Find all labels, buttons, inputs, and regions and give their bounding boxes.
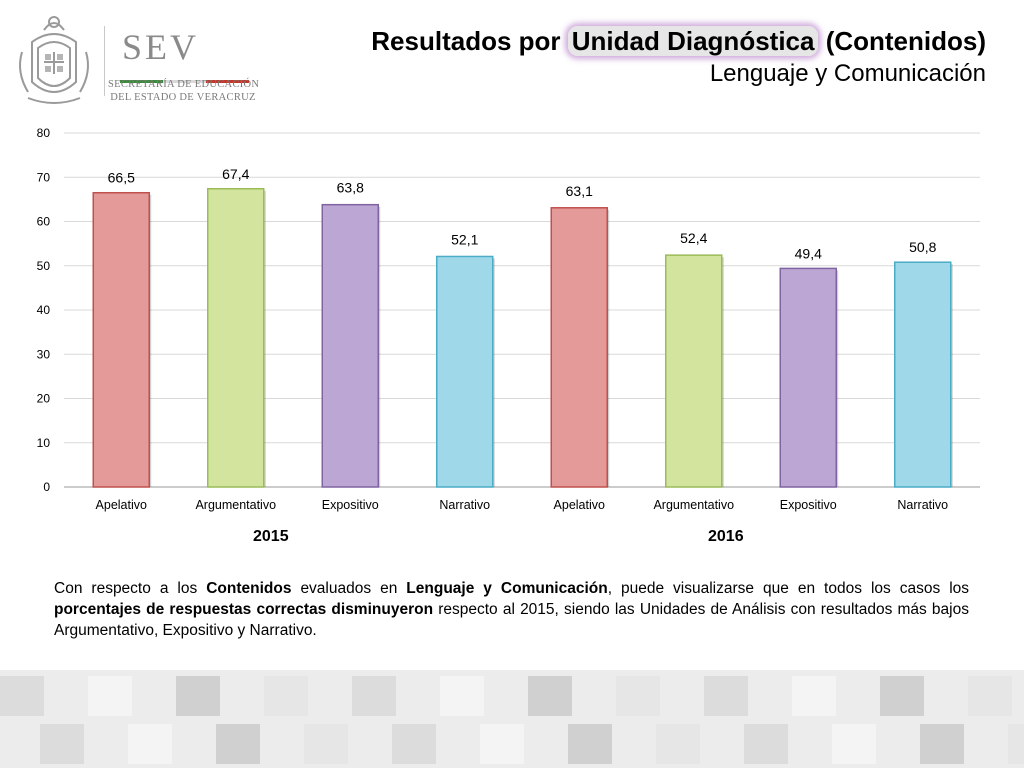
paragraph-bold-1: Contenidos xyxy=(206,580,292,597)
paragraph-text-1: Con respecto a los xyxy=(54,580,207,597)
bar xyxy=(321,203,379,488)
y-tick-label: 40 xyxy=(37,303,51,317)
y-tick-label: 50 xyxy=(37,259,51,273)
group-label-2016: 2016 xyxy=(708,528,744,545)
y-tick-label: 10 xyxy=(37,436,51,450)
data-label: 63,1 xyxy=(566,183,593,199)
bar xyxy=(665,254,723,488)
bar xyxy=(92,191,150,488)
paragraph-bold-3: porcentajes de respuestas correctas dism… xyxy=(54,601,434,618)
x-tick-label: Argumentativo xyxy=(195,498,276,512)
footer-tile xyxy=(920,724,964,764)
footer-tile xyxy=(528,676,572,716)
footer-tile xyxy=(616,676,660,716)
bar-chart: 0 10 20 30 40 50 60 70 80 66,5 Apelativo 67,4 Argume… xyxy=(37,126,980,512)
sev-logo: SEV SECRETARÍA DE EDUCACIÓN DEL ESTADO D… xyxy=(14,12,259,112)
paragraph-text-2: evaluados en xyxy=(291,580,407,597)
bar xyxy=(550,207,608,488)
bar xyxy=(207,188,265,488)
footer-tile xyxy=(88,676,132,716)
paragraph-text-4: respecto al 2015, siendo las Unidades de… xyxy=(54,601,969,639)
data-label: 49,4 xyxy=(795,245,822,261)
footer-tile xyxy=(304,724,348,764)
footer-tile xyxy=(792,676,836,716)
paragraph-text-3: , puede visualizarse que en todos los ca… xyxy=(607,580,970,597)
data-label: 63,8 xyxy=(337,180,364,196)
sev-subtitle-line2: DEL ESTADO DE VERACRUZ xyxy=(110,92,256,103)
footer-tile xyxy=(392,724,436,764)
footer-tile xyxy=(176,676,220,716)
footer-tile xyxy=(968,676,1012,716)
summary-paragraph: Con respecto a los Contenidos evaluados … xyxy=(54,578,969,641)
x-tick-label: Argumentativo xyxy=(653,498,734,512)
bar xyxy=(779,267,837,488)
footer-tile xyxy=(40,724,84,764)
data-label: 66,5 xyxy=(108,170,135,186)
logo-divider xyxy=(104,26,105,96)
footer-tile xyxy=(480,724,524,764)
y-tick-label: 80 xyxy=(37,126,51,140)
title-suffix: (Contenidos) xyxy=(818,26,986,56)
footer-tile xyxy=(264,676,308,716)
y-tick-label: 60 xyxy=(37,215,51,229)
stripe-gray xyxy=(163,80,206,83)
bar xyxy=(436,255,494,488)
sev-logo-subtitle: SECRETARÍA DE EDUCACIÓN DEL ESTADO DE VE… xyxy=(108,78,260,104)
x-tick-label: Narrativo xyxy=(439,498,490,512)
footer-tile xyxy=(352,676,396,716)
sev-logo-text: SEV xyxy=(122,27,200,67)
y-tick-label: 0 xyxy=(43,480,50,494)
x-tick-label: Narrativo xyxy=(897,498,948,512)
stripe-green xyxy=(120,80,163,83)
footer-tile xyxy=(832,724,876,764)
page-title: Resultados por Unidad Diagnóstica (Conte… xyxy=(371,26,986,57)
data-label: 52,4 xyxy=(680,230,707,246)
footer-tile xyxy=(1008,724,1024,764)
x-tick-label: Apelativo xyxy=(554,498,605,512)
footer-tile xyxy=(0,676,44,716)
sev-color-stripe xyxy=(120,70,250,83)
x-tick-label: Apelativo xyxy=(96,498,147,512)
footer-tile xyxy=(704,676,748,716)
bar xyxy=(894,261,952,488)
data-label: 50,8 xyxy=(909,239,936,255)
veracruz-coat-of-arms-icon xyxy=(19,16,89,104)
footer-tile xyxy=(216,724,260,764)
footer-tile xyxy=(656,724,700,764)
data-label: 52,1 xyxy=(451,231,478,247)
y-tick-label: 20 xyxy=(37,392,51,406)
footer-pattern xyxy=(0,670,1024,768)
stripe-red xyxy=(206,80,249,83)
title-highlight: Unidad Diagnóstica xyxy=(567,26,819,56)
footer-tile xyxy=(128,724,172,764)
x-tick-label: Expositivo xyxy=(780,498,837,512)
sev-subtitle-line1: SECRETARÍA DE EDUCACIÓN xyxy=(108,79,260,90)
paragraph-bold-2: Lenguaje y Comunicación xyxy=(406,580,608,597)
footer-tile xyxy=(568,724,612,764)
y-tick-label: 70 xyxy=(37,170,51,184)
title-prefix: Resultados por xyxy=(371,26,568,56)
group-label-2015: 2015 xyxy=(253,528,289,545)
x-tick-label: Expositivo xyxy=(322,498,379,512)
footer-tile xyxy=(880,676,924,716)
page-subtitle: Lenguaje y Comunicación xyxy=(709,60,986,87)
footer-tile xyxy=(744,724,788,764)
footer-tile xyxy=(440,676,484,716)
y-tick-label: 30 xyxy=(37,347,51,361)
data-label: 67,4 xyxy=(222,166,249,182)
